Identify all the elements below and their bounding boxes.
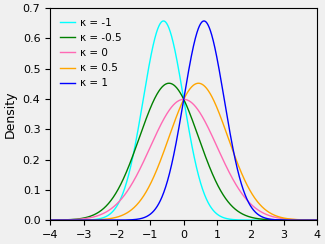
κ = 0	[315, 219, 319, 222]
κ = -0.5	[257, 217, 261, 220]
Line: κ = -0.5: κ = -0.5	[50, 83, 317, 220]
κ = 0	[166, 111, 170, 114]
Line: κ = -1: κ = -1	[50, 21, 317, 220]
Line: κ = 1: κ = 1	[50, 21, 317, 220]
Y-axis label: Density: Density	[4, 90, 17, 138]
κ = 1	[202, 20, 206, 22]
κ = -0.5	[75, 218, 79, 221]
κ = 0	[48, 219, 52, 222]
κ = -1	[156, 26, 160, 29]
κ = 0.5	[257, 202, 261, 205]
κ = -0.5	[166, 82, 170, 85]
κ = -1	[232, 218, 236, 221]
κ = 1	[232, 152, 236, 154]
κ = -0.5	[232, 206, 236, 209]
Line: κ = 0.5: κ = 0.5	[50, 83, 317, 220]
κ = 0	[262, 212, 266, 215]
Legend: κ = -1, κ = -0.5, κ = 0, κ = 0.5, κ = 1: κ = -1, κ = -0.5, κ = 0, κ = 0.5, κ = 1	[55, 13, 126, 92]
κ = 1	[75, 219, 79, 222]
κ = 1	[166, 178, 170, 181]
κ = 0.5	[156, 165, 160, 168]
κ = 0.5	[48, 219, 52, 222]
κ = -1	[257, 219, 261, 222]
κ = -1	[162, 20, 165, 22]
κ = 0.5	[197, 82, 201, 85]
κ = 0	[257, 209, 261, 212]
κ = 0.5	[315, 219, 319, 222]
κ = 0.5	[232, 152, 236, 155]
κ = 0.5	[75, 219, 79, 222]
κ = -0.5	[48, 219, 52, 222]
κ = 0.5	[262, 207, 266, 210]
κ = -0.5	[315, 219, 319, 222]
κ = 1	[156, 203, 160, 206]
κ = 1	[48, 219, 52, 222]
κ = 0	[232, 180, 236, 183]
κ = 1	[262, 216, 266, 219]
κ = -1	[315, 219, 319, 222]
κ = 0	[182, 98, 186, 101]
κ = 1	[315, 219, 319, 222]
Line: κ = 0: κ = 0	[50, 99, 317, 220]
κ = 0.5	[166, 139, 170, 142]
κ = -1	[75, 219, 79, 222]
κ = -0.5	[167, 82, 171, 85]
κ = -0.5	[262, 218, 266, 221]
κ = -1	[166, 25, 170, 28]
κ = 1	[257, 214, 261, 216]
κ = 0	[75, 218, 79, 221]
κ = -1	[48, 219, 52, 222]
κ = 0	[156, 129, 160, 132]
κ = -0.5	[156, 91, 160, 94]
κ = -1	[262, 219, 266, 222]
